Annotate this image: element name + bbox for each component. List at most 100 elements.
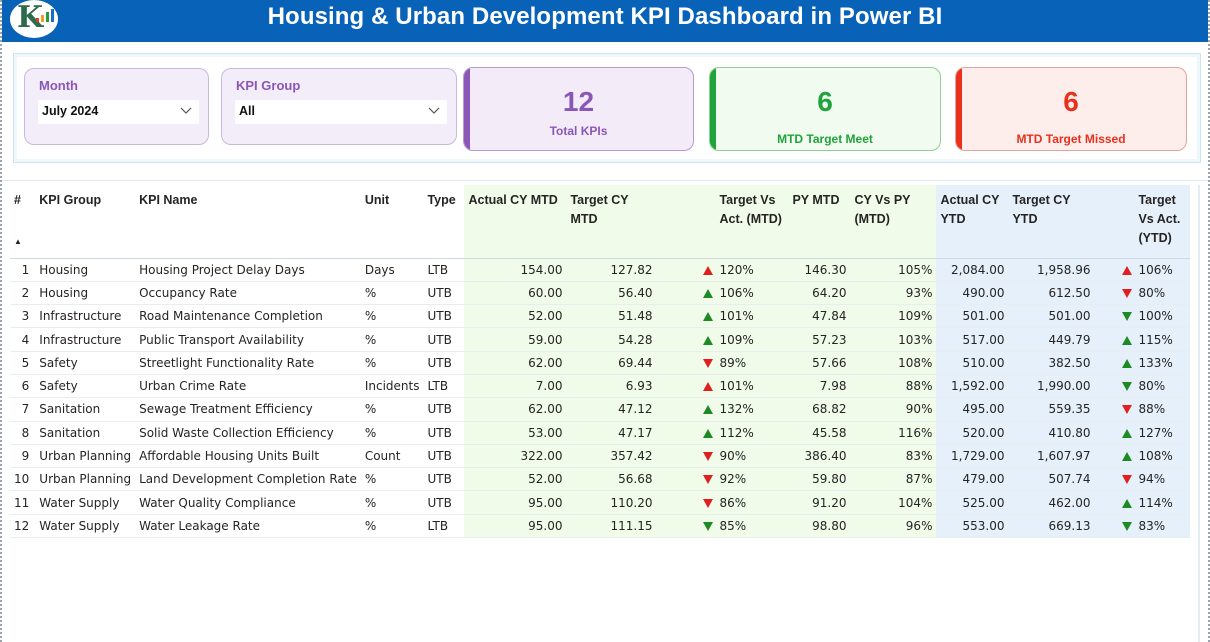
chevron-down-icon — [180, 107, 192, 114]
cell-kpi-group: Urban Planning — [35, 467, 136, 492]
cell-actual-cy-mtd: 7.00 — [464, 374, 567, 399]
cell-ytd-status-icon — [1094, 304, 1135, 329]
cell-actual-cy-mtd: 59.00 — [464, 327, 567, 352]
triangle-down-icon — [703, 358, 714, 368]
col-header-target-cy-ytd[interactable]: Target CY YTD — [1008, 185, 1095, 259]
triangle-down-icon — [703, 452, 714, 462]
cell-ytd-status-icon — [1094, 397, 1135, 422]
month-dropdown[interactable]: July 2024 — [38, 100, 199, 124]
cell-type: UTB — [423, 281, 465, 306]
table-row[interactable]: 11 Water Supply Water Quality Compliance% U… — [10, 490, 1191, 515]
col-header-unit[interactable]: Unit — [360, 185, 424, 259]
cell-target-vs-act-mtd: 120% — [715, 258, 789, 282]
cell-index: 3 — [10, 304, 36, 329]
cell-kpi-name: Road Maintenance Completion — [135, 304, 361, 329]
table-row[interactable]: 2 Housing Occupancy Rate% UTB 60.00 56.40 106%… — [10, 281, 1191, 306]
cell-target-vs-act-mtd: 90% — [715, 444, 789, 469]
cell-actual-cy-mtd: 95.00 — [464, 490, 567, 515]
cell-target-cy-mtd: 110.20 — [566, 490, 657, 515]
cell-ytd-status-icon — [1094, 490, 1135, 515]
cell-target-cy-ytd: 1,607.97 — [1008, 444, 1095, 469]
cell-kpi-name: Urban Crime Rate — [135, 374, 361, 399]
triangle-up-icon — [703, 382, 714, 392]
cell-target-cy-ytd: 410.80 — [1008, 421, 1095, 445]
cell-index: 7 — [10, 397, 36, 422]
cell-target-vs-act-ytd: 80% — [1134, 374, 1191, 399]
cell-mtd-status-icon — [656, 490, 716, 515]
cell-cy-vs-py-mtd: 108% — [850, 351, 937, 375]
cell-target-vs-act-ytd: 94% — [1134, 467, 1191, 492]
cell-ytd-status-icon — [1094, 281, 1135, 306]
cell-unit: % — [360, 304, 424, 329]
cell-cy-vs-py-mtd: 109% — [850, 304, 937, 329]
table-row[interactable]: 1 Housing Housing Project Delay Days Days LT… — [10, 258, 1191, 282]
mtd-target-missed-value: 6 — [1063, 86, 1079, 117]
col-header-type[interactable]: Type — [423, 185, 465, 259]
cell-kpi-name: Land Development Completion Rate — [135, 467, 361, 492]
cell-mtd-status-icon — [656, 258, 716, 282]
sort-ascending-icon[interactable]: ▲ — [14, 237, 22, 246]
cell-kpi-group: Sanitation — [35, 397, 136, 422]
cell-mtd-status-icon — [656, 374, 716, 399]
cell-target-vs-act-mtd: 109% — [715, 327, 789, 352]
col-header-actual-cy-mtd[interactable]: Actual CY MTD — [464, 185, 567, 259]
col-header-cy-vs-py-mtd[interactable]: CY Vs PY (MTD) — [850, 185, 937, 259]
table-row[interactable]: 6 Safety Urban Crime Rate Incidents LTB 7.00 6… — [10, 374, 1191, 399]
triangle-down-icon — [703, 498, 714, 508]
cell-type: UTB — [423, 351, 465, 375]
col-header-kpi-name[interactable]: KPI Name — [135, 185, 361, 259]
table-row[interactable]: 3 Infrastructure Road Maintenance Completi… — [10, 304, 1191, 329]
table-row[interactable]: 5 Safety Streetlight Functionality Rate% UT… — [10, 351, 1191, 375]
cell-py-mtd: 98.80 — [788, 514, 851, 539]
triangle-down-icon — [1122, 312, 1133, 322]
cell-mtd-status-icon — [656, 514, 716, 539]
triangle-up-icon — [1122, 428, 1133, 438]
cell-ytd-status-icon — [1094, 514, 1135, 539]
cell-py-mtd: 386.40 — [788, 444, 851, 469]
cell-target-cy-mtd: 56.40 — [566, 281, 657, 306]
col-header-py-mtd[interactable]: PY MTD — [788, 185, 851, 259]
col-header-target-cy-mtd[interactable]: Target CY MTD — [566, 185, 657, 259]
triangle-up-icon — [703, 428, 714, 438]
triangle-up-icon — [703, 405, 714, 415]
col-header-target-vs-act-ytd[interactable]: Target Vs Act. (YTD) — [1134, 185, 1191, 259]
cell-ytd-status-icon — [1094, 327, 1135, 352]
kpi-table: # ▲ KPI Group KPI Name Unit Type Actual C… — [10, 185, 1191, 539]
col-header-kpi-group[interactable]: KPI Group — [35, 185, 136, 259]
table-row[interactable]: 10 Urban Planning Land Development Complet… — [10, 467, 1191, 492]
cell-kpi-group: Safety — [35, 374, 136, 399]
cell-cy-vs-py-mtd: 93% — [850, 281, 937, 306]
cell-actual-cy-ytd: 2,084.00 — [936, 258, 1009, 282]
table-body: 1 Housing Housing Project Delay Days Days LT… — [10, 258, 1191, 539]
table-row[interactable]: 8 Sanitation Solid Waste Collection Effici… — [10, 421, 1191, 445]
cell-target-cy-mtd: 47.17 — [566, 421, 657, 445]
cell-unit: Days — [360, 258, 424, 282]
cell-target-cy-mtd: 54.28 — [566, 327, 657, 352]
cell-py-mtd: 7.98 — [788, 374, 851, 399]
cell-target-vs-act-mtd: 92% — [715, 467, 789, 492]
table-row[interactable]: 9 Urban Planning Affordable Housing Units … — [10, 444, 1191, 469]
table-row[interactable]: 12 Water Supply Water Leakage Rate% LTB 95.0… — [10, 514, 1191, 539]
col-header-index[interactable]: # ▲ — [10, 185, 36, 259]
col-header-actual-cy-ytd[interactable]: Actual CY YTD — [936, 185, 1009, 259]
cell-actual-cy-mtd: 62.00 — [464, 397, 567, 422]
table-row[interactable]: 7 Sanitation Sewage Treatment Efficiency% U… — [10, 397, 1191, 422]
cell-actual-cy-ytd: 1,592.00 — [936, 374, 1009, 399]
col-header-target-vs-act-mtd[interactable]: Target Vs Act. (MTD) — [715, 185, 789, 259]
cell-ytd-status-icon — [1094, 467, 1135, 492]
cell-cy-vs-py-mtd: 104% — [850, 490, 937, 515]
cell-actual-cy-ytd: 479.00 — [936, 467, 1009, 492]
mtd-target-meet-value: 6 — [817, 86, 833, 117]
cell-kpi-name: Water Leakage Rate — [135, 514, 361, 539]
cell-target-vs-act-ytd: 106% — [1134, 258, 1191, 282]
cell-target-vs-act-mtd: 101% — [715, 374, 789, 399]
cell-mtd-status-icon — [656, 444, 716, 469]
cell-py-mtd: 59.80 — [788, 467, 851, 492]
cell-target-cy-ytd: 501.00 — [1008, 304, 1095, 329]
triangle-up-icon — [1122, 498, 1133, 508]
cell-mtd-status-icon — [656, 467, 716, 492]
mtd-target-missed-card: 6 MTD Target Missed — [955, 67, 1187, 151]
kpi-group-dropdown[interactable]: All — [235, 100, 447, 124]
table-row[interactable]: 4 Infrastructure Public Transport Availabi… — [10, 327, 1191, 352]
cell-unit: % — [360, 327, 424, 352]
